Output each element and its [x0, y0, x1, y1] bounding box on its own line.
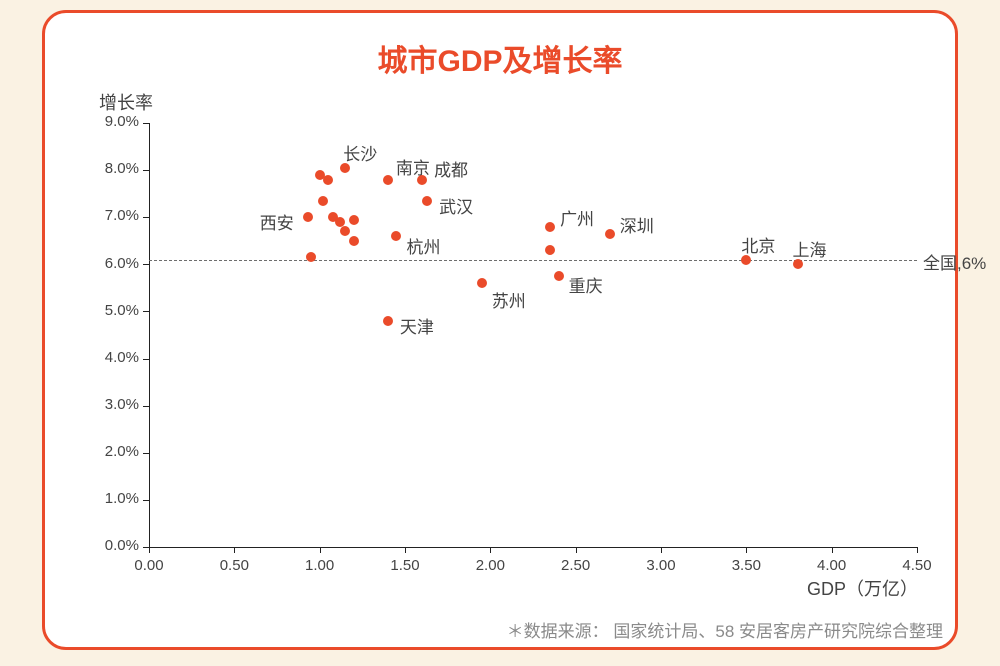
data-point-label: 广州 [560, 205, 594, 230]
y-tick [143, 500, 149, 501]
data-point-label: 南京 [396, 154, 430, 179]
y-tick [143, 453, 149, 454]
x-tick [661, 547, 662, 553]
y-tick [143, 406, 149, 407]
x-tick [405, 547, 406, 553]
x-tick-label: 4.00 [812, 557, 852, 574]
data-point [554, 271, 564, 281]
x-tick-label: 3.00 [641, 557, 681, 574]
x-tick [234, 547, 235, 553]
data-point [605, 229, 615, 239]
y-tick-label: 0.0% [105, 537, 139, 554]
y-axis-title: 增长率 [99, 89, 153, 115]
chart-card: 城市GDP及增长率 0.0%1.0%2.0%3.0%4.0%5.0%6.0%7.… [42, 10, 958, 650]
data-point [349, 215, 359, 225]
x-tick [917, 547, 918, 553]
x-tick [746, 547, 747, 553]
y-tick-label: 9.0% [105, 113, 139, 130]
x-tick-label: 2.50 [556, 557, 596, 574]
data-point-label: 西安 [260, 209, 294, 234]
x-axis [149, 547, 917, 548]
data-point [391, 231, 401, 241]
y-tick [143, 311, 149, 312]
x-tick-label: 4.50 [897, 557, 937, 574]
y-tick [143, 264, 149, 265]
x-tick-label: 0.50 [214, 557, 254, 574]
y-tick-label: 6.0% [105, 255, 139, 272]
data-point [323, 175, 333, 185]
y-tick [143, 123, 149, 124]
data-point [422, 196, 432, 206]
data-point-label: 天津 [400, 313, 434, 338]
x-tick [149, 547, 150, 553]
data-point-label: 北京 [741, 232, 775, 257]
y-tick-label: 7.0% [105, 207, 139, 224]
y-tick-label: 8.0% [105, 160, 139, 177]
scatter-chart: 0.0% 1.0% 2.0% 3.0% 4.0% 5.0% 6.0% 7.0% 8.0% 9.0%… [45, 13, 961, 653]
x-tick-label: 3.50 [726, 557, 766, 574]
y-tick-label: 5.0% [105, 302, 139, 319]
data-point-label: 长沙 [343, 140, 377, 165]
data-point-label: 深圳 [620, 212, 654, 237]
data-point-label: 苏州 [492, 287, 526, 312]
data-source: ＊数据来源： 国家统计局、58 安居客房产研究院综合整理 [507, 617, 943, 642]
x-tick-label: 1.50 [385, 557, 425, 574]
data-point-label: 成都 [434, 156, 468, 181]
x-tick [320, 547, 321, 553]
y-tick-label: 3.0% [105, 396, 139, 413]
data-point [383, 175, 393, 185]
data-point [340, 226, 350, 236]
y-axis [149, 123, 150, 547]
data-point [318, 196, 328, 206]
page: 城市GDP及增长率 0.0%1.0%2.0%3.0%4.0%5.0%6.0%7.… [0, 0, 1000, 666]
y-tick [143, 170, 149, 171]
x-axis-title: GDP（万亿） [807, 575, 918, 601]
data-point-label: 上海 [793, 236, 827, 261]
data-point [383, 316, 393, 326]
data-point-label: 重庆 [569, 272, 603, 297]
y-tick-label: 2.0% [105, 443, 139, 460]
data-point [545, 245, 555, 255]
data-point [417, 175, 427, 185]
data-point-label: 武汉 [439, 193, 473, 218]
data-point-label: 杭州 [406, 233, 440, 258]
x-tick-label: 2.00 [470, 557, 510, 574]
y-tick-label: 1.0% [105, 490, 139, 507]
x-tick [490, 547, 491, 553]
reference-line-label: 全国,6% [923, 249, 986, 274]
data-point [349, 236, 359, 246]
x-tick-label: 1.00 [300, 557, 340, 574]
x-tick-label: 0.00 [129, 557, 169, 574]
y-tick [143, 359, 149, 360]
data-point [303, 212, 313, 222]
y-tick [143, 217, 149, 218]
data-point [545, 222, 555, 232]
data-point [477, 278, 487, 288]
y-tick-label: 4.0% [105, 349, 139, 366]
x-tick [832, 547, 833, 553]
x-tick [576, 547, 577, 553]
data-point [306, 252, 316, 262]
